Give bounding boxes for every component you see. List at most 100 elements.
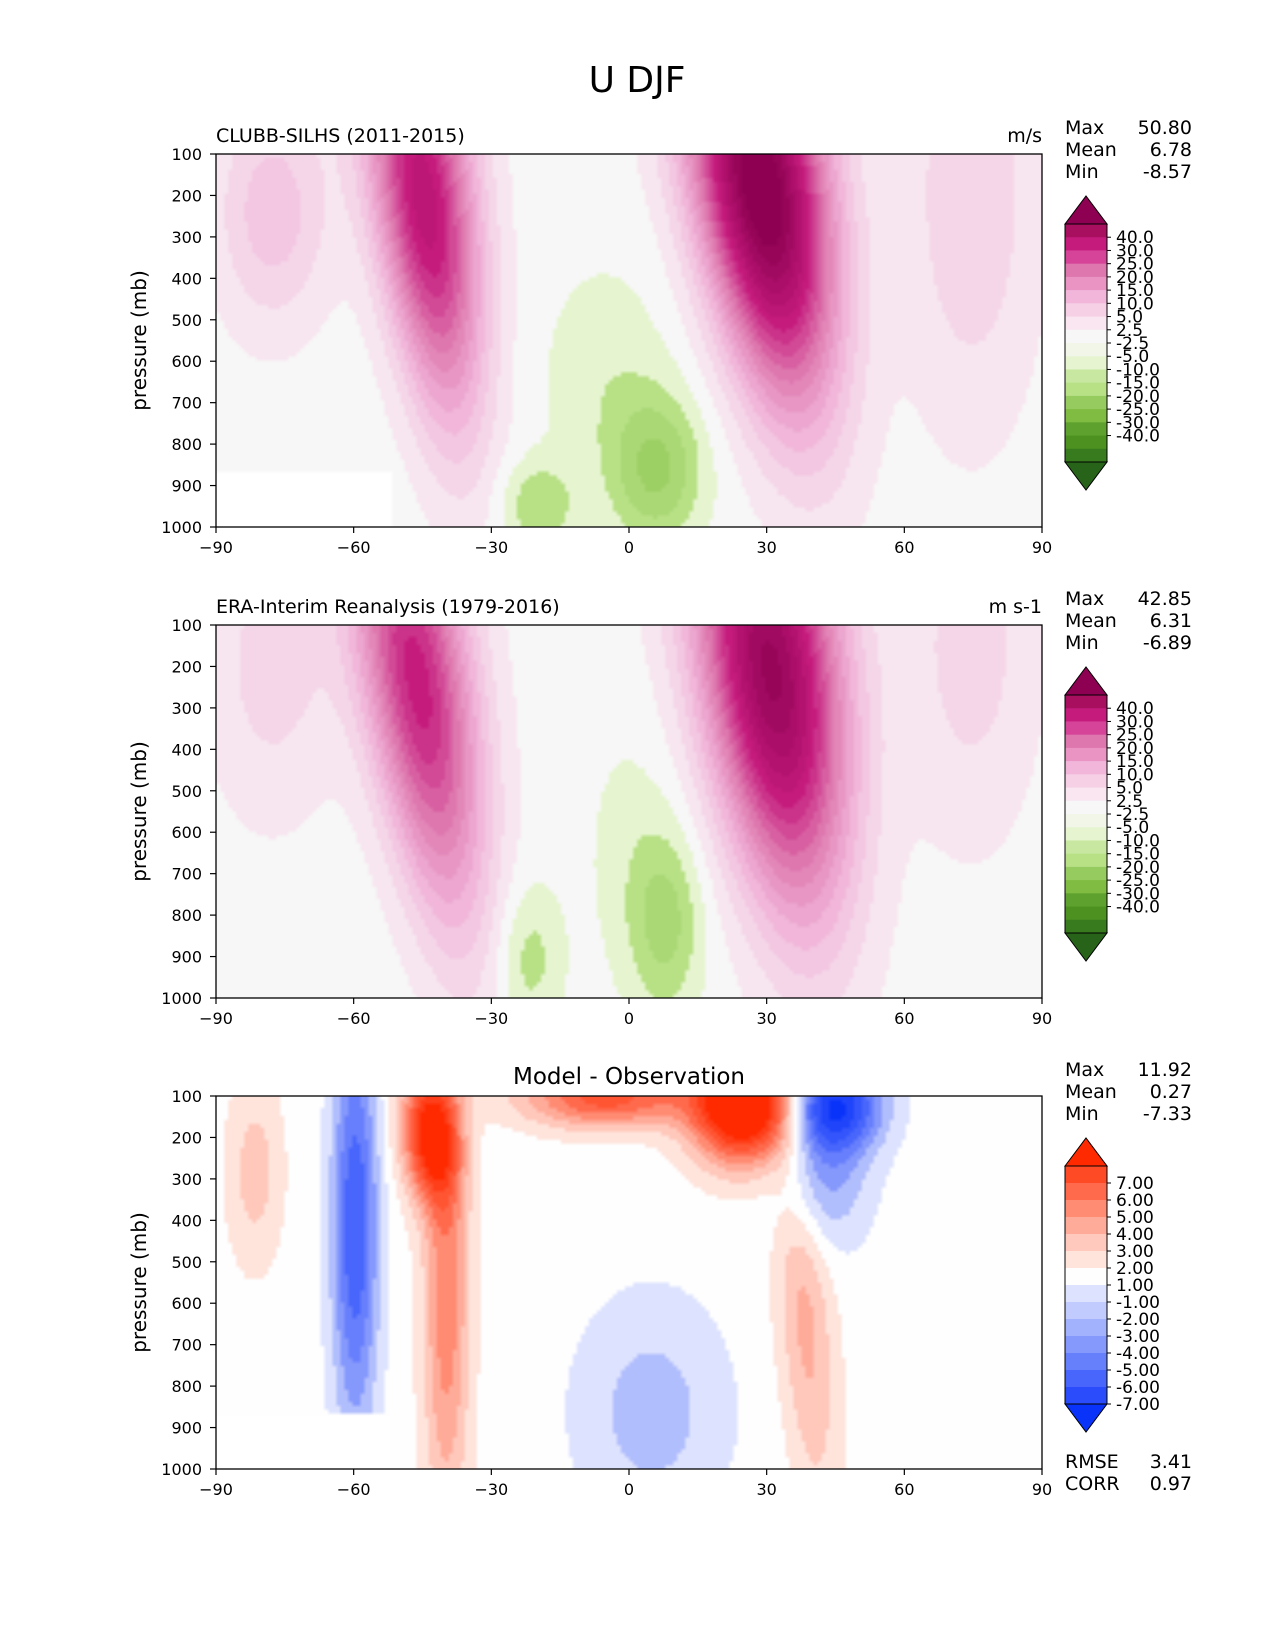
colorbar-swatch: [1065, 721, 1107, 736]
y-tick-label: 800: [171, 906, 202, 925]
colorbar-label: 10.0: [1116, 765, 1154, 785]
y-tick-label: 700: [171, 865, 202, 884]
stat-value: 6.78: [1150, 139, 1192, 161]
colorbar-swatch: [1065, 747, 1107, 762]
x-tick-label: 60: [894, 1009, 914, 1028]
x-tick-label: 60: [894, 1480, 914, 1499]
colorbar-label: -5.00: [1116, 1361, 1160, 1381]
colorbar-swatch: [1065, 382, 1107, 397]
y-tick-label: 400: [171, 1211, 202, 1230]
stat-value: -6.89: [1143, 632, 1192, 654]
x-tick-label: −60: [337, 1009, 371, 1028]
x-tick-label: −90: [199, 1009, 233, 1028]
y-tick-label: 900: [171, 948, 202, 967]
colorbar-swatch: [1065, 263, 1107, 278]
colorbar-label: 5.0: [1116, 308, 1143, 328]
colorbar-label: -10.0: [1116, 831, 1160, 851]
colorbar-label: -4.00: [1116, 1344, 1160, 1364]
panel-units: m/s: [1007, 125, 1042, 147]
colorbar-swatch: [1065, 1336, 1107, 1354]
colorbar-label: 7.00: [1116, 1174, 1154, 1194]
colorbar-swatch: [1065, 695, 1107, 709]
x-tick-label: 30: [756, 1009, 776, 1028]
colorbar-label: -40.0: [1116, 427, 1160, 447]
x-tick-label: 90: [1032, 538, 1052, 557]
extra-stat-label: RMSE: [1065, 1451, 1119, 1473]
colorbar-swatch: [1065, 1217, 1107, 1235]
y-tick-label: 500: [171, 311, 202, 330]
colorbar-label: 30.0: [1116, 712, 1154, 732]
figure-title: U DJF: [589, 60, 686, 101]
y-axis-label: pressure (mb): [127, 1212, 151, 1353]
colorbar-label: 10.0: [1116, 294, 1154, 314]
y-tick-label: 700: [171, 1336, 202, 1355]
extra-stat-label: CORR: [1065, 1473, 1120, 1495]
colorbar-swatch: [1065, 343, 1107, 357]
x-tick-label: −90: [199, 1480, 233, 1499]
colorbar-swatch: [1065, 800, 1107, 815]
colorbar-swatch: [1065, 1302, 1107, 1320]
stat-value: 42.85: [1138, 588, 1192, 610]
colorbar-over-extend: [1064, 666, 1108, 696]
x-tick-label: 60: [894, 538, 914, 557]
y-tick-label: 600: [171, 1294, 202, 1313]
colorbar-under-extend: [1064, 1403, 1108, 1433]
y-tick-label: 400: [171, 740, 202, 759]
colorbar-swatch: [1065, 827, 1107, 842]
stat-label: Max: [1065, 1059, 1104, 1081]
y-tick-label: 700: [171, 394, 202, 413]
y-tick-label: 500: [171, 782, 202, 801]
colorbar-label: 20.0: [1116, 739, 1154, 759]
x-tick-label: −30: [474, 1480, 508, 1499]
colorbar-swatch: [1065, 1285, 1107, 1303]
colorbar-label: -7.00: [1116, 1395, 1160, 1415]
colorbar-label: 2.5: [1116, 792, 1143, 812]
colorbar-swatch: [1065, 761, 1107, 775]
y-tick-label: 200: [171, 186, 202, 205]
colorbar-label: 30.0: [1116, 241, 1154, 261]
colorbar-label: -15.0: [1116, 845, 1160, 865]
colorbar-label: 40.0: [1116, 228, 1154, 248]
colorbar-swatch: [1065, 1166, 1107, 1184]
colorbar-swatch: [1065, 774, 1107, 789]
colorbar-swatch: [1065, 1200, 1107, 1218]
colorbar-under-extend: [1064, 461, 1108, 491]
colorbar-label: -5.0: [1116, 818, 1149, 838]
colorbar-label: -2.5: [1116, 805, 1149, 825]
x-tick-label: 0: [624, 538, 634, 557]
y-tick-label: 900: [171, 477, 202, 496]
colorbar-swatch: [1065, 224, 1107, 238]
colorbar-label: -5.0: [1116, 347, 1149, 367]
stat-value: -8.57: [1143, 161, 1192, 183]
colorbar-swatch: [1065, 237, 1107, 252]
y-tick-label: 900: [171, 1419, 202, 1438]
colorbar-swatch: [1065, 422, 1107, 437]
panel-title: CLUBB-SILHS (2011-2015): [216, 125, 465, 147]
colorbar-swatch: [1065, 316, 1107, 331]
colorbar-label: -1.00: [1116, 1293, 1160, 1313]
stat-label: Min: [1065, 1103, 1099, 1125]
y-tick-label: 1000: [161, 989, 202, 1008]
colorbar-swatch: [1065, 840, 1107, 855]
colorbar-label: 40.0: [1116, 699, 1154, 719]
colorbar-label: 2.5: [1116, 321, 1143, 341]
y-tick-label: 800: [171, 435, 202, 454]
x-tick-label: 0: [624, 1009, 634, 1028]
colorbar-label: -10.0: [1116, 360, 1160, 380]
colorbar-label: 15.0: [1116, 752, 1154, 772]
colorbar-label: 25.0: [1116, 255, 1154, 275]
colorbar-label: 25.0: [1116, 726, 1154, 746]
colorbar-swatch: [1065, 435, 1107, 450]
colorbar-swatch: [1065, 1370, 1107, 1388]
colorbar-swatch: [1065, 409, 1107, 423]
colorbar-swatch: [1065, 1387, 1107, 1405]
colorbar-swatch: [1065, 276, 1107, 291]
stat-value: 50.80: [1138, 117, 1192, 139]
stat-label: Min: [1065, 161, 1099, 183]
colorbar-swatch: [1065, 814, 1107, 828]
colorbar-swatch: [1065, 1234, 1107, 1252]
y-tick-label: 400: [171, 269, 202, 288]
colorbar-label: -3.00: [1116, 1327, 1160, 1347]
x-tick-label: 0: [624, 1480, 634, 1499]
